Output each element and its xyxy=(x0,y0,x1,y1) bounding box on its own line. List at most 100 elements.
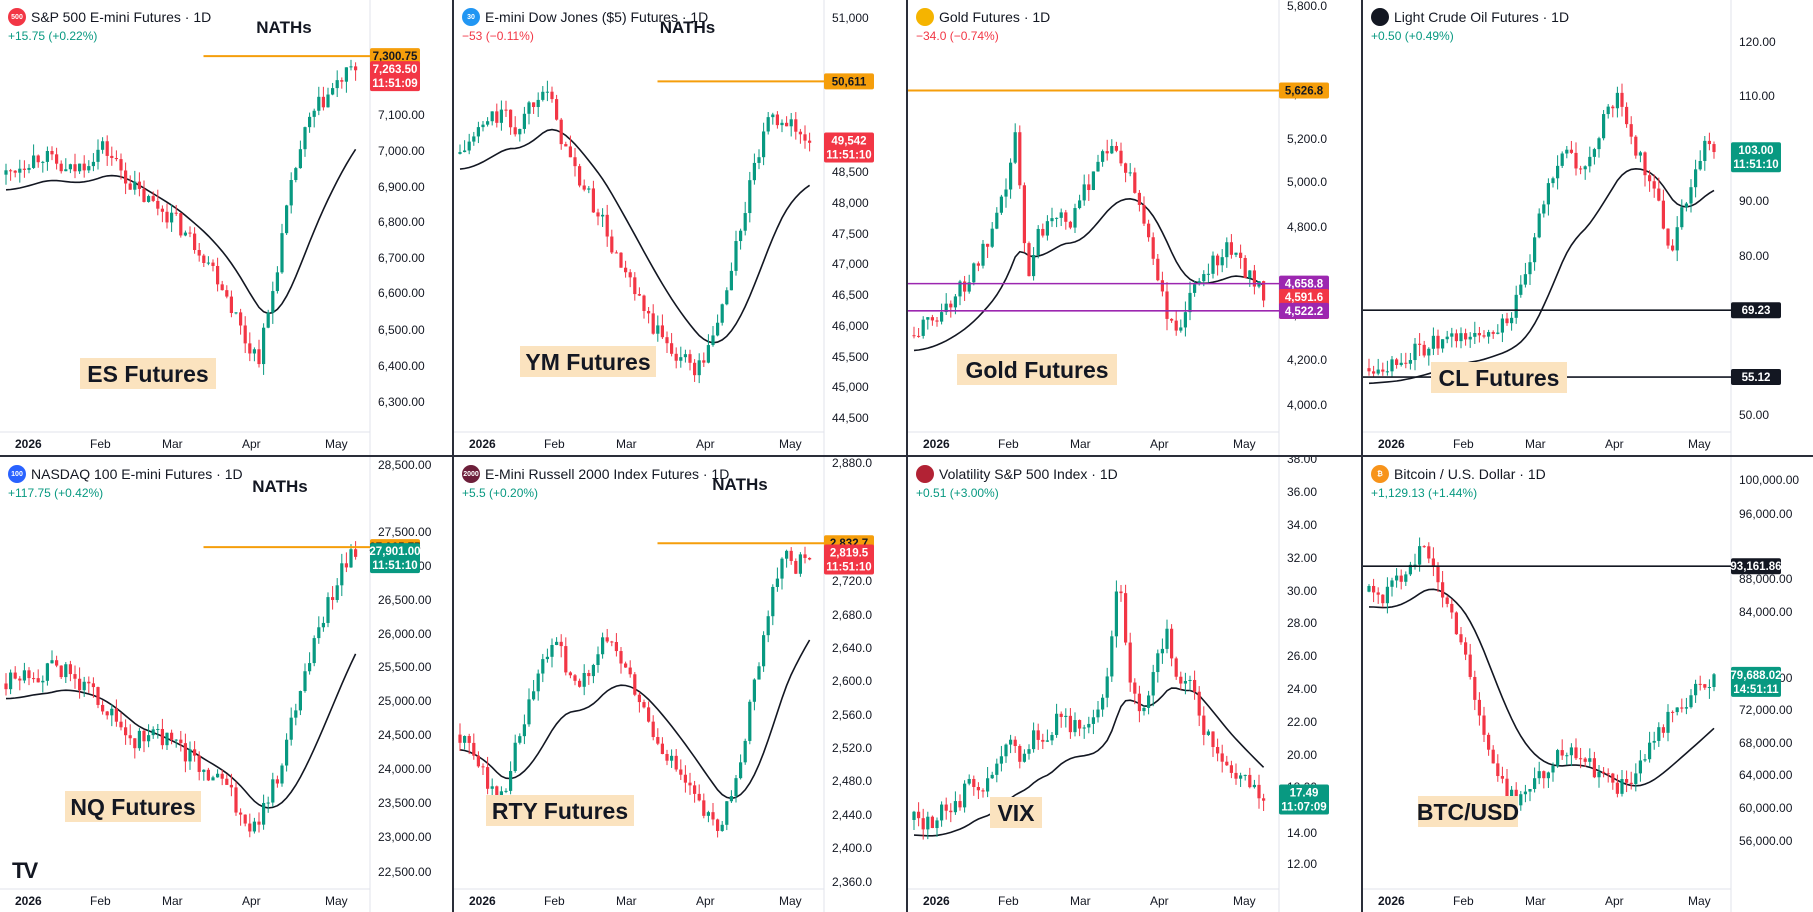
candle xyxy=(926,317,930,320)
price-tag[interactable]: 49,542 11:51:10 xyxy=(824,132,874,163)
candle xyxy=(239,312,243,326)
candle xyxy=(775,114,779,126)
candle xyxy=(1629,124,1633,137)
svg-text:YM Futures: YM Futures xyxy=(525,349,650,375)
chart-pane-ym[interactable]: 51,00050,00049,00048,50048,00047,50047,0… xyxy=(454,0,906,455)
x-tick-label: Mar xyxy=(1525,894,1546,908)
candle xyxy=(9,672,13,690)
candle xyxy=(651,313,655,334)
candle xyxy=(490,111,494,122)
candle xyxy=(601,637,605,655)
candles-btc xyxy=(1367,537,1716,814)
svg-text:49,542: 49,542 xyxy=(831,136,866,148)
price-tag[interactable]: 7,263.50 11:51:09 xyxy=(370,61,420,92)
candle xyxy=(1073,208,1077,228)
price-tag[interactable]: 69.23 xyxy=(1731,302,1781,319)
svg-text:17.49: 17.49 xyxy=(1290,788,1319,800)
candle xyxy=(1183,680,1187,684)
candle xyxy=(179,739,183,744)
candle xyxy=(633,277,637,295)
price-tag[interactable]: 7,300.75 xyxy=(370,48,420,65)
svg-text:93,161.86: 93,161.86 xyxy=(1730,561,1781,573)
candle xyxy=(527,102,531,114)
candle xyxy=(22,168,26,170)
y-tick-label: 50.00 xyxy=(1739,408,1769,422)
candle xyxy=(317,627,321,639)
candle xyxy=(1551,765,1555,773)
candle xyxy=(921,319,925,336)
candle xyxy=(1514,294,1518,318)
candle xyxy=(1243,257,1247,279)
candle xyxy=(1652,181,1656,189)
chart-pane-es[interactable]: 7,100.00 7,000.00 6,900.00 6,800.00 6,700.00… xyxy=(0,0,452,455)
candle xyxy=(794,119,798,132)
chart-pane-btc[interactable]: 100,000.0096,000.0088,000.0084,000.0076,… xyxy=(1363,457,1813,912)
candle xyxy=(289,717,293,740)
y-tick-label: 32.00 xyxy=(1287,551,1317,565)
candle xyxy=(739,230,743,242)
chart-pane-vix[interactable]: 38.00 36.00 34.00 32.00 30.00 28.00 26.00 24.00… xyxy=(908,457,1361,912)
candle xyxy=(476,755,480,767)
tradingview-logo[interactable]: TV xyxy=(12,858,38,883)
candle xyxy=(486,767,490,789)
price-tag[interactable]: 4,658.8 xyxy=(1279,275,1329,292)
candle xyxy=(1239,775,1243,779)
chart-pane-gc[interactable]: 5,800.05,400.05,200.05,000.04,800.04,400… xyxy=(908,0,1361,455)
candle xyxy=(1523,274,1527,285)
x-tick-label: Mar xyxy=(162,437,183,451)
candle xyxy=(1638,760,1642,774)
candle xyxy=(532,691,536,700)
candle xyxy=(160,728,164,746)
candle xyxy=(13,672,17,679)
candle xyxy=(1114,591,1118,637)
candle xyxy=(990,774,994,779)
candle xyxy=(64,169,68,172)
candle xyxy=(257,349,261,365)
candle xyxy=(1537,213,1541,238)
candle xyxy=(527,699,531,725)
price-tag[interactable]: 2,819.5 11:51:10 xyxy=(824,544,874,575)
price-tag[interactable]: 55.12 xyxy=(1731,369,1781,386)
svg-text:4,591.6: 4,591.6 xyxy=(1285,292,1323,304)
candle xyxy=(550,91,554,100)
candle xyxy=(633,674,637,695)
candle xyxy=(216,265,220,285)
chart-pane-cl[interactable]: 120.00 110.00 90.00 80.00 50.00 2026 Feb Mar Apr… xyxy=(1363,0,1813,455)
y-tick-label: 20.00 xyxy=(1287,748,1317,762)
candle xyxy=(280,233,284,273)
candle xyxy=(243,325,247,344)
candle xyxy=(1091,171,1095,190)
candles-cl xyxy=(1367,83,1716,378)
watermark-label: BTC/USD xyxy=(1417,796,1519,827)
y-tick-label: 5,800.0 xyxy=(1287,0,1327,13)
y-tick-label: 28,500.00 xyxy=(378,458,432,472)
candle xyxy=(940,804,944,821)
chart-pane-rty[interactable]: 2,880.02,760.02,720.02,680.02,640.02,600… xyxy=(454,457,906,912)
price-tag[interactable]: 93,161.86 xyxy=(1730,558,1782,575)
candle xyxy=(1657,188,1661,201)
candle xyxy=(1197,281,1201,285)
candle xyxy=(1142,707,1146,712)
price-tag[interactable]: 50,611 xyxy=(824,73,874,90)
candle xyxy=(41,161,45,163)
x-tick-label: 2026 xyxy=(923,894,950,908)
price-tag[interactable]: 103.00 11:51:10 xyxy=(1731,142,1781,173)
candle xyxy=(458,152,462,154)
moving-average-line xyxy=(459,128,811,344)
y-tick-label: 2,360.0 xyxy=(832,875,872,889)
price-tag[interactable]: 4,522.2 xyxy=(1279,302,1329,319)
chart-pane-nq[interactable]: 28,500.0027,500.0027,000.0026,500.0026,0… xyxy=(0,457,452,912)
candle xyxy=(798,554,802,574)
y-tick-label: 6,600.00 xyxy=(378,286,425,300)
y-tick-label: 2,560.0 xyxy=(832,708,872,722)
candle xyxy=(541,659,545,674)
candle xyxy=(188,232,192,234)
price-tag[interactable]: 79,688.02 14:51:11 xyxy=(1730,666,1782,697)
candle xyxy=(967,282,971,292)
price-tag[interactable]: 5,626.8 xyxy=(1279,82,1329,99)
price-tag[interactable]: 17.49 11:07:09 xyxy=(1279,784,1329,815)
price-tag[interactable]: 27,901.00 11:51:10 xyxy=(369,543,421,574)
candle xyxy=(1698,683,1702,685)
candle xyxy=(743,213,747,231)
chart-svg-nq: 28,500.0027,500.0027,000.0026,500.0026,0… xyxy=(0,457,432,912)
